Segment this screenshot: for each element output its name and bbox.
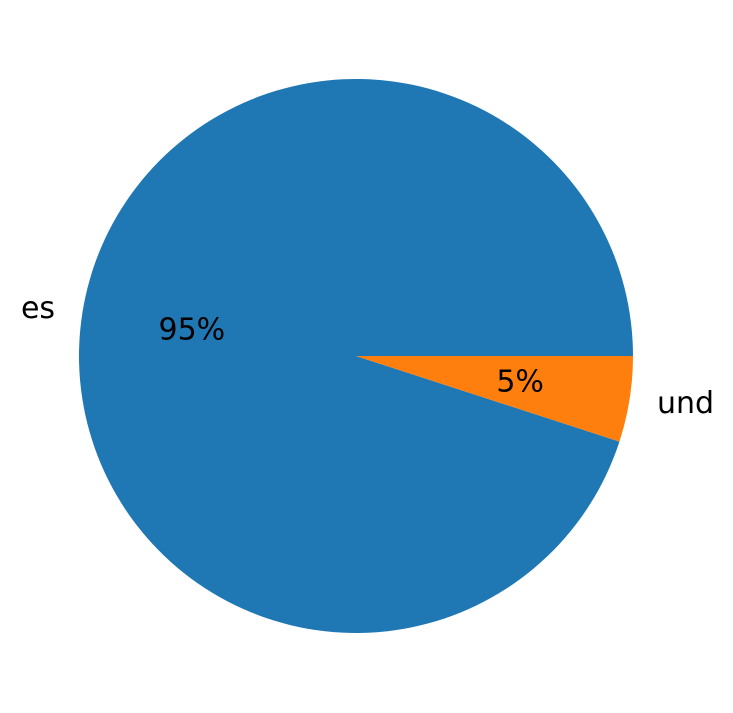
pie-slices (78, 78, 633, 633)
slice-label-und: und (657, 386, 714, 421)
slice-label-es: es (21, 291, 55, 326)
pie-labels: es 95% und 5% (21, 291, 714, 421)
pct-label-und: 5% (496, 364, 544, 399)
pie-slice-und (356, 356, 633, 442)
pie-slice-es (78, 78, 633, 633)
pct-label-es: 95% (159, 313, 226, 348)
